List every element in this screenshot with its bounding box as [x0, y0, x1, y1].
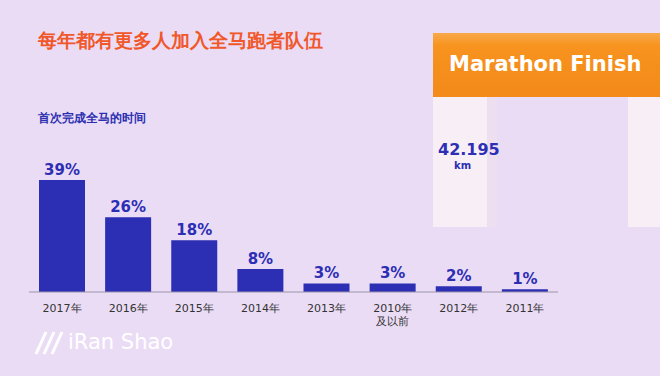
svg-text:2%: 2%	[446, 267, 471, 285]
svg-text:3%: 3%	[380, 264, 405, 282]
svg-text:2012年: 2012年	[439, 302, 478, 315]
svg-text:3%: 3%	[314, 264, 339, 282]
svg-text:2017年: 2017年	[43, 302, 82, 315]
html-text:km: km	[454, 160, 472, 171]
html-text:42.195: 42.195	[438, 140, 500, 159]
svg-text:2015年: 2015年	[175, 302, 214, 315]
svg-text:2010年及以前: 2010年及以前	[373, 302, 412, 328]
svg-text:26%: 26%	[110, 198, 146, 216]
svg-text:8%: 8%	[248, 250, 273, 268]
svg-text:2011年: 2011年	[505, 302, 544, 315]
svg-text:2016年: 2016年	[109, 302, 148, 315]
svg-text:2014年: 2014年	[241, 302, 280, 315]
html-text:Marathon Finish: Marathon Finish	[449, 52, 642, 76]
svg-text:18%: 18%	[176, 221, 212, 239]
html-text:每年都有更多人加入全马跑者队伍: 每年都有更多人加入全马跑者队伍	[38, 29, 323, 51]
svg-text:2013年: 2013年	[307, 302, 346, 315]
html-text:iRan Shao: iRan Shao	[68, 330, 174, 354]
svg-text:1%: 1%	[512, 270, 537, 288]
svg-text:39%: 39%	[44, 161, 80, 179]
html-text:首次完成全马的时间: 首次完成全马的时间	[38, 111, 146, 125]
